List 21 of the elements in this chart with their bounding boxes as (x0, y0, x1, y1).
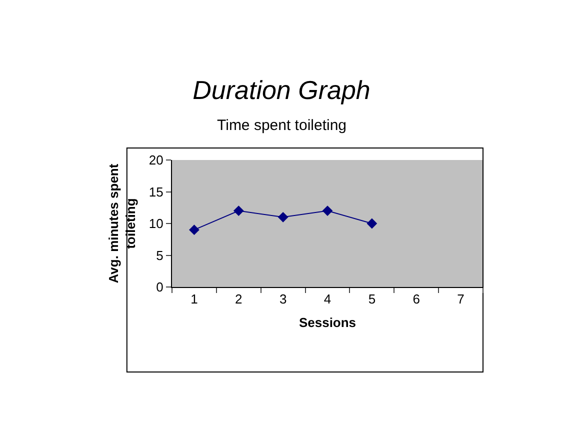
y-axis-title: Avg. minutes spent toileting (106, 163, 138, 284)
y-tick-label: 10 (148, 216, 164, 232)
y-tick-label: 5 (156, 248, 164, 263)
y-tick-label: 0 (156, 280, 164, 295)
x-tick-label: 3 (279, 292, 287, 307)
point (322, 206, 333, 216)
point (189, 224, 200, 236)
x-tick-label: 2 (235, 292, 242, 307)
x-tick-label: 5 (368, 292, 376, 307)
x-tick-label: 7 (457, 292, 464, 307)
x-tick-label: 4 (324, 292, 332, 307)
point (233, 206, 244, 216)
chart-subtitle: Time spent toileting (217, 117, 347, 134)
x-tick-label: 6 (412, 292, 420, 307)
chart-title: Duration Graph (192, 75, 370, 106)
x-tick-label: 1 (190, 292, 198, 307)
y-tick-label: 15 (148, 184, 164, 200)
point (278, 212, 288, 222)
y-tick-label: 20 (148, 152, 164, 168)
point (366, 218, 378, 229)
x-axis-title: Sessions (298, 315, 356, 330)
